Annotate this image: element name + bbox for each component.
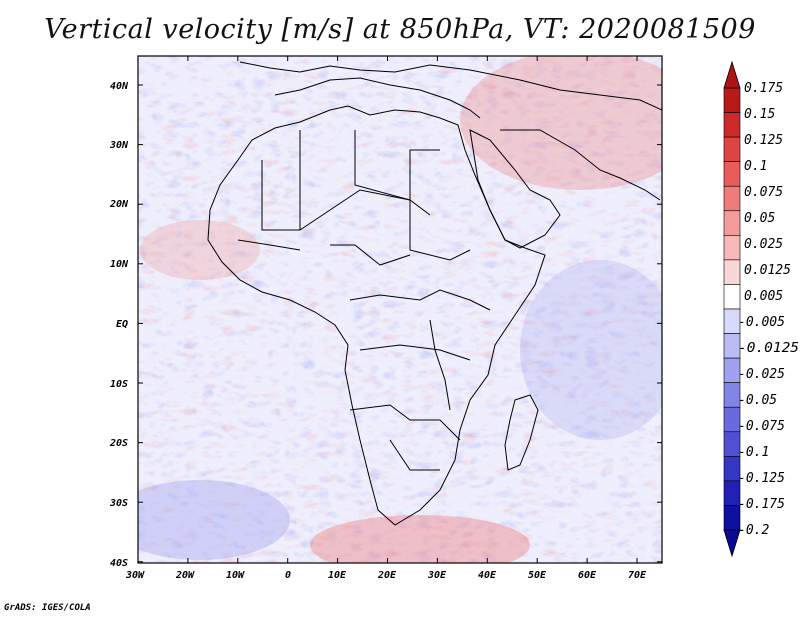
colorbar-label: -0.005	[738, 315, 785, 330]
lon-tick-label: 20E	[377, 570, 397, 581]
colorbar-label: 0.125	[744, 133, 783, 148]
lon-tick-label: 0	[285, 570, 291, 581]
lat-tick-label: 30N	[109, 140, 129, 151]
colorbar-label: -0.0125	[738, 341, 799, 356]
lon-tick-label: 60E	[578, 570, 597, 581]
colorbar-label: 0.15	[744, 107, 775, 122]
coastlines	[207, 61, 662, 526]
velocity-field	[138, 56, 662, 563]
lat-axis: 40N 30N 20N 10N EQ 10S 20S 30S 40S	[109, 81, 129, 569]
lon-tick-label: 40E	[478, 570, 497, 581]
lon-tick-label: 30E	[427, 570, 447, 581]
colorbar-label: 0.075	[744, 185, 783, 200]
colorbar-swatch	[723, 235, 741, 261]
colorbar-label: 0.025	[744, 237, 783, 252]
map-title: Vertical velocity [m/s] at 850hPa, VT: 2…	[44, 14, 756, 45]
colorbar-label: 0.1	[744, 159, 767, 174]
colorbar-swatch	[723, 259, 741, 285]
lon-tick-label: 50E	[528, 570, 547, 581]
lon-tick-label: 10E	[328, 570, 347, 581]
lat-tick-label: 10N	[110, 259, 129, 270]
colorbar-label: 0.005	[744, 289, 783, 304]
colorbar-bottom-arrow	[723, 529, 741, 558]
colorbar-label: 0.05	[744, 211, 775, 226]
lat-tick-label: 20N	[109, 199, 129, 210]
colorbar-swatch	[723, 185, 741, 212]
colorbar-label: -0.075	[738, 419, 785, 434]
grads-credit: GrADS: IGES/COLA	[4, 603, 91, 613]
lat-tick-label: 40N	[110, 81, 129, 92]
colorbar-label: -0.2	[738, 523, 769, 538]
colorbar-swatch	[723, 210, 741, 236]
colorbar-label: -0.175	[738, 497, 785, 512]
colorbar-swatch	[723, 112, 741, 138]
lon-tick-label: 70E	[628, 570, 647, 581]
colorbar-label: 0.175	[744, 81, 783, 96]
lat-tick-label: 40S	[110, 558, 128, 569]
colorbar-label: -0.125	[738, 471, 785, 486]
colorbar-label: 0.0125	[744, 263, 791, 278]
lat-tick-label: 10S	[110, 379, 128, 390]
lon-tick-label: 10W	[226, 570, 245, 581]
colorbar-swatch	[723, 284, 741, 310]
colorbar-swatch	[723, 161, 741, 187]
lon-axis: 30W 20W 10W 0 10E 20E 30E 40E 50E 60E 70…	[125, 570, 647, 581]
lon-tick-label: 20W	[175, 570, 195, 581]
lat-tick-label: 30S	[109, 498, 128, 509]
colorbar-swatch	[723, 87, 741, 113]
colorbar-top-arrow	[723, 60, 741, 89]
colorbar: 0.175 0.15 0.125 0.1 0.075 0.05 0.025 0.…	[723, 60, 799, 558]
lat-tick-label: 20S	[109, 438, 128, 449]
lat-tick-label: EQ	[116, 319, 128, 330]
plot-frame	[137, 55, 663, 564]
colorbar-swatch	[723, 136, 741, 162]
colorbar-label: -0.05	[738, 393, 777, 408]
colorbar-label: -0.025	[738, 367, 785, 382]
colorbar-label: -0.1	[738, 445, 769, 460]
lon-tick-label: 30W	[125, 570, 145, 581]
